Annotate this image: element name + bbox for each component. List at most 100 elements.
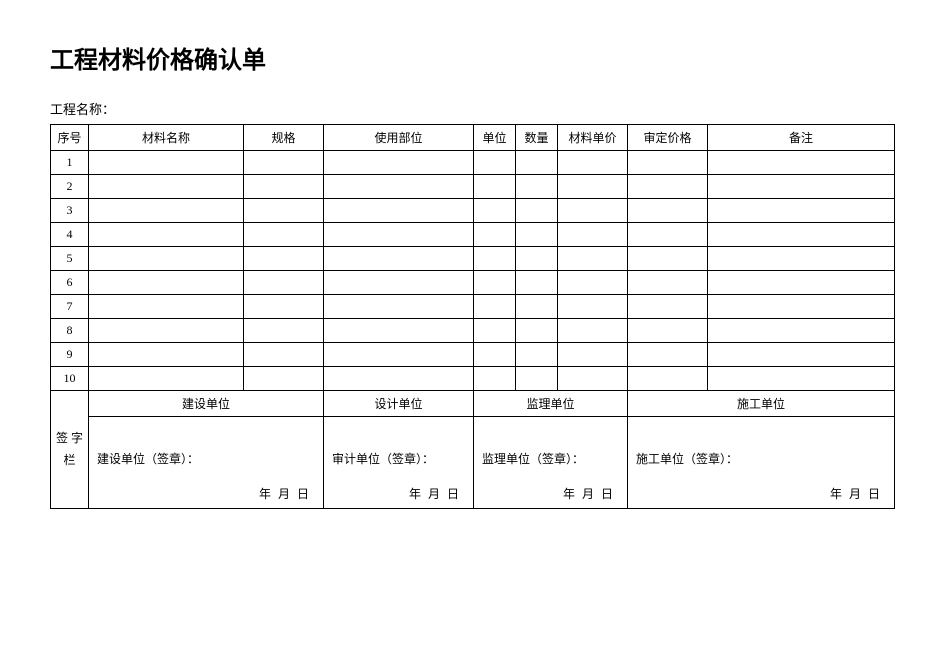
cell-aprice: [628, 367, 708, 391]
cell-usage: [324, 151, 474, 175]
cell-aprice: [628, 175, 708, 199]
cell-qty: [516, 151, 558, 175]
cell-usage: [324, 319, 474, 343]
cell-remark: [708, 319, 895, 343]
table-row: 3: [51, 199, 895, 223]
sig-cell-design: 审计单位（签章）： 年 月 日: [324, 417, 474, 509]
page-title: 工程材料价格确认单: [50, 40, 895, 75]
cell-name: [89, 271, 244, 295]
cell-qty: [516, 343, 558, 367]
table-row: 8: [51, 319, 895, 343]
signature-body-row: 建设单位（签章）： 年 月 日 审计单位（签章）： 年 月 日 监理单位（签章）…: [51, 417, 895, 509]
cell-aprice: [628, 343, 708, 367]
cell-aprice: [628, 271, 708, 295]
cell-name: [89, 199, 244, 223]
cell-remark: [708, 271, 895, 295]
cell-qty: [516, 295, 558, 319]
cell-uprice: [558, 295, 628, 319]
cell-usage: [324, 247, 474, 271]
cell-seq: 8: [51, 319, 89, 343]
sig-header-supervise: 监理单位: [474, 391, 628, 417]
cell-uprice: [558, 319, 628, 343]
col-header-qty: 数量: [516, 125, 558, 151]
sig-cell-supervise: 监理单位（签章）： 年 月 日: [474, 417, 628, 509]
sig-seal-audit: 审计单位（签章）：: [332, 450, 465, 467]
signature-header-row: 签 字栏 建设单位 设计单位 监理单位 施工单位: [51, 391, 895, 417]
sig-date-build: 年 月 日: [97, 485, 315, 502]
cell-usage: [324, 175, 474, 199]
cell-qty: [516, 247, 558, 271]
sig-seal-construct: 施工单位（签章）：: [636, 450, 886, 467]
cell-remark: [708, 295, 895, 319]
cell-spec: [244, 247, 324, 271]
cell-aprice: [628, 199, 708, 223]
sig-seal-supervise: 监理单位（签章）：: [482, 450, 619, 467]
cell-name: [89, 175, 244, 199]
cell-uprice: [558, 271, 628, 295]
table-header-row: 序号 材料名称 规格 使用部位 单位 数量 材料单价 审定价格 备注: [51, 125, 895, 151]
cell-spec: [244, 319, 324, 343]
col-header-remark: 备注: [708, 125, 895, 151]
cell-uprice: [558, 247, 628, 271]
col-header-usage: 使用部位: [324, 125, 474, 151]
cell-remark: [708, 343, 895, 367]
table-row: 4: [51, 223, 895, 247]
cell-unit: [474, 223, 516, 247]
cell-seq: 4: [51, 223, 89, 247]
cell-name: [89, 295, 244, 319]
table-row: 2: [51, 175, 895, 199]
cell-seq: 6: [51, 271, 89, 295]
cell-remark: [708, 175, 895, 199]
cell-usage: [324, 295, 474, 319]
table-row: 9: [51, 343, 895, 367]
cell-aprice: [628, 295, 708, 319]
cell-remark: [708, 151, 895, 175]
cell-name: [89, 343, 244, 367]
cell-uprice: [558, 343, 628, 367]
table-row: 5: [51, 247, 895, 271]
cell-aprice: [628, 247, 708, 271]
cell-aprice: [628, 319, 708, 343]
sig-seal-build: 建设单位（签章）：: [97, 450, 315, 467]
col-header-aprice: 审定价格: [628, 125, 708, 151]
cell-spec: [244, 151, 324, 175]
cell-unit: [474, 175, 516, 199]
cell-aprice: [628, 223, 708, 247]
cell-spec: [244, 175, 324, 199]
cell-unit: [474, 343, 516, 367]
cell-uprice: [558, 175, 628, 199]
cell-qty: [516, 319, 558, 343]
table-row: 10: [51, 367, 895, 391]
cell-qty: [516, 223, 558, 247]
col-header-uprice: 材料单价: [558, 125, 628, 151]
cell-seq: 7: [51, 295, 89, 319]
sig-header-construct: 施工单位: [628, 391, 895, 417]
cell-spec: [244, 343, 324, 367]
cell-unit: [474, 271, 516, 295]
cell-usage: [324, 367, 474, 391]
cell-remark: [708, 247, 895, 271]
cell-aprice: [628, 151, 708, 175]
cell-remark: [708, 223, 895, 247]
cell-seq: 5: [51, 247, 89, 271]
cell-uprice: [558, 199, 628, 223]
cell-name: [89, 367, 244, 391]
cell-unit: [474, 295, 516, 319]
cell-name: [89, 247, 244, 271]
table-row: 6: [51, 271, 895, 295]
sig-header-design: 设计单位: [324, 391, 474, 417]
cell-remark: [708, 367, 895, 391]
sig-date-audit: 年 月 日: [332, 485, 465, 502]
cell-spec: [244, 223, 324, 247]
project-name-label: 工程名称：: [50, 99, 895, 118]
cell-unit: [474, 247, 516, 271]
sig-date-supervise: 年 月 日: [482, 485, 619, 502]
cell-seq: 3: [51, 199, 89, 223]
cell-unit: [474, 319, 516, 343]
col-header-name: 材料名称: [89, 125, 244, 151]
table-row: 7: [51, 295, 895, 319]
cell-qty: [516, 199, 558, 223]
sig-date-construct: 年 月 日: [636, 485, 886, 502]
cell-name: [89, 319, 244, 343]
cell-usage: [324, 343, 474, 367]
